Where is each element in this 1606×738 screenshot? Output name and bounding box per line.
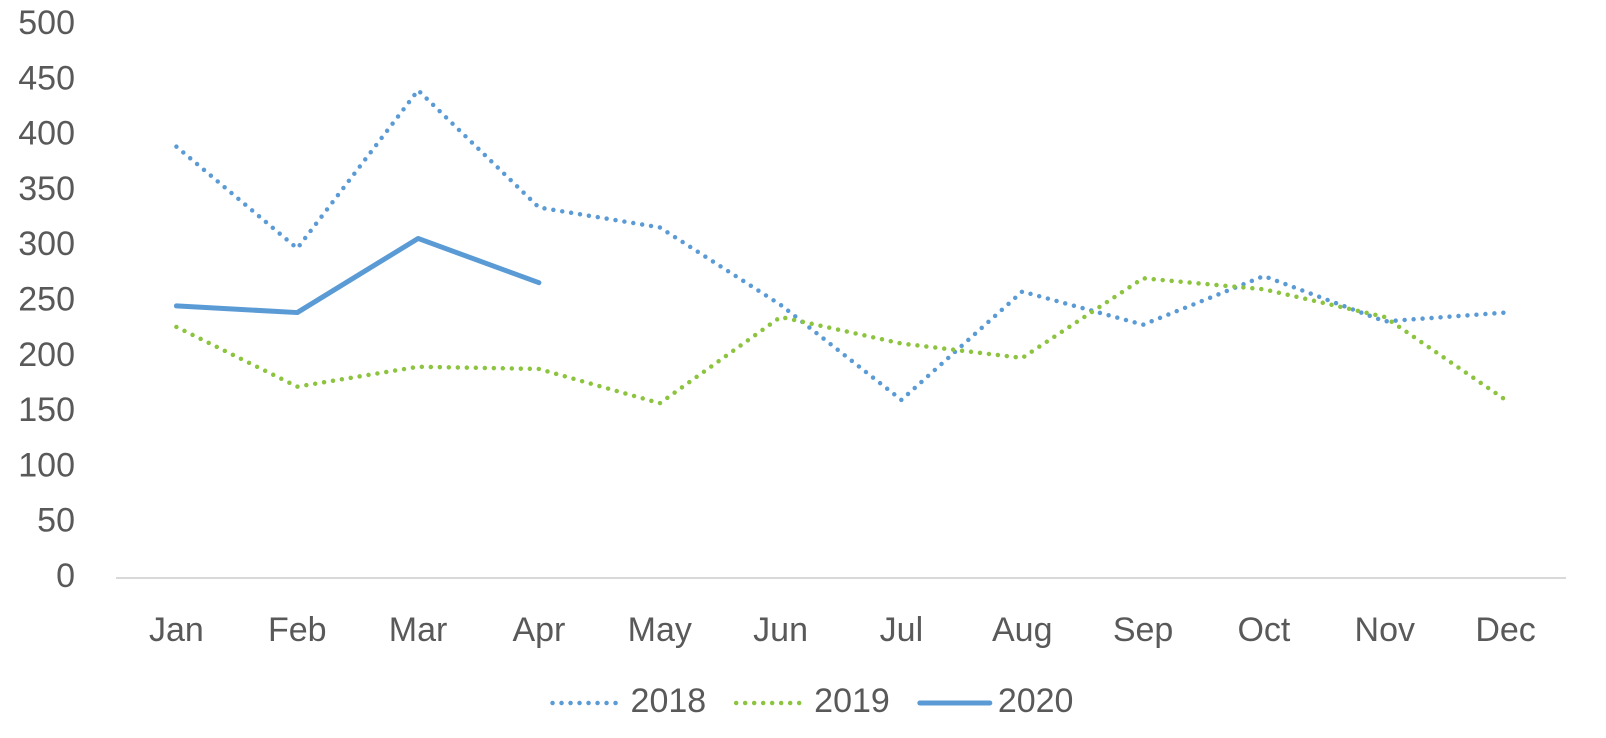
x-tick-label: Nov [1355,611,1415,649]
y-tick-label: 150 [18,391,75,429]
series-line [174,276,1508,406]
x-tick-label: Feb [268,611,327,649]
legend-label: 2020 [998,682,1074,720]
x-tick-label: Jul [880,611,923,649]
legend-label: 2019 [814,682,890,720]
y-tick-label: 450 [18,59,75,97]
x-tick-label: Oct [1237,611,1290,649]
x-tick-label: Jan [149,611,204,649]
x-tick-label: Aug [992,611,1053,649]
y-tick-label: 500 [18,4,75,42]
x-tick-label: Jun [753,611,808,649]
y-tick-label: 100 [18,446,75,484]
x-tick-label: Sep [1113,611,1174,649]
series-line [173,235,542,316]
y-tick-label: 250 [18,280,75,318]
y-tick-label: 0 [56,557,75,595]
x-tick-label: Mar [389,611,448,649]
x-tick-label: Apr [512,611,565,649]
y-tick-label: 300 [18,225,75,263]
series-line [174,88,1508,403]
y-tick-label: 200 [18,336,75,374]
y-tick-label: 50 [37,502,75,540]
y-tick-label: 400 [18,115,75,153]
legend-label: 2018 [631,682,707,720]
y-tick-label: 350 [18,170,75,208]
x-tick-label: Dec [1475,611,1535,649]
x-tick-label: May [628,611,692,649]
